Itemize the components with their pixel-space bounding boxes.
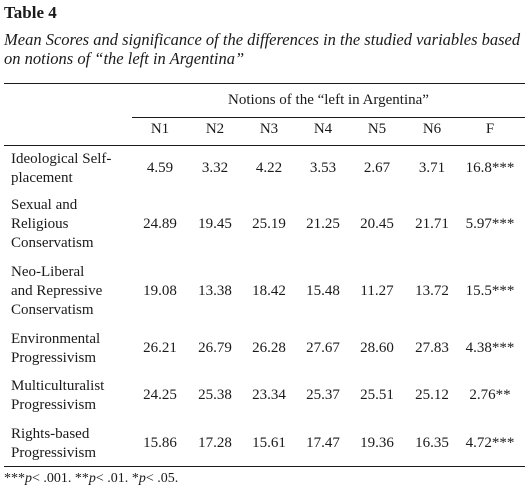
column-header: N5 (367, 121, 387, 137)
row-label: Rights-based Progressivism (11, 425, 96, 463)
table-cell: 15.61 (252, 435, 286, 451)
table-cell: 21.25 (306, 215, 340, 232)
table-cell: 16.8*** (465, 160, 515, 176)
header-rule (4, 145, 525, 146)
table-cell: 13.72 (415, 282, 449, 299)
row-label-line: Ideological Self- (11, 151, 112, 167)
row-label: Multiculturalist Progressivism (11, 377, 104, 415)
table-cell: 23.34 (252, 387, 286, 403)
table-cell: 3.53 (309, 160, 337, 176)
row-label-line: Progressivism (11, 350, 97, 366)
table-cell: 4.22 (255, 160, 283, 176)
table-cell: 4.59 (146, 160, 174, 176)
table-cell: 19.45 (198, 215, 232, 232)
table-cell: 16.35 (415, 435, 449, 451)
note-p01-text: < .01. (95, 471, 132, 486)
table-cell: 26.79 (198, 340, 232, 356)
table-cell: 28.60 (360, 340, 394, 356)
table-cell: 15.86 (143, 435, 177, 451)
column-header: N3 (259, 121, 279, 137)
bottom-rule (4, 466, 525, 467)
row-label-line: Progressivism (11, 445, 97, 461)
table-cell: 24.25 (143, 387, 177, 403)
column-header: N2 (205, 121, 225, 137)
table-cell: 13.38 (198, 282, 232, 299)
table-cell: 24.89 (143, 215, 177, 232)
table-cell: 18.42 (252, 282, 286, 299)
row-label-line: Conservatism (11, 235, 94, 251)
table-cell: 11.27 (360, 282, 394, 299)
table-cell: 25.51 (360, 387, 394, 403)
row-label: Sexual and Religious Conservatism (11, 196, 94, 253)
note-p01-prefix: ** (74, 471, 89, 486)
row-label-line: Religious (11, 216, 69, 232)
row-label-line: Progressivism (11, 397, 97, 413)
row-label: Environmental Progressivism (11, 330, 100, 368)
table-cell: 4.38*** (465, 340, 515, 356)
table-cell: 21.71 (415, 215, 449, 232)
table-cell: 25.19 (252, 215, 286, 232)
table-cell: 15.5*** (465, 282, 515, 299)
row-label: Ideological Self-placement (11, 150, 111, 188)
table-cell: 25.38 (198, 387, 232, 403)
note-p05-prefix: * (131, 471, 139, 486)
column-spanner-heading: Notions of the “left in Argentina” (228, 92, 429, 108)
row-label-line: Neo-Liberal (11, 264, 85, 280)
table-cell: 19.36 (360, 435, 394, 451)
table-cell: 17.28 (198, 435, 232, 451)
top-rule (4, 83, 525, 84)
table-cell: 5.97*** (465, 215, 515, 232)
table-cell: 17.47 (306, 435, 340, 451)
table-cell: 26.21 (143, 340, 177, 356)
row-label-line: Conservatism (11, 302, 94, 318)
note-p05-text: < .05. (145, 471, 179, 486)
table-cell: 27.83 (415, 340, 449, 356)
row-label-line: and Repressive (11, 283, 103, 299)
row-label-line: placement (11, 170, 73, 186)
table-cell: 19.08 (143, 282, 177, 299)
table-cell: 3.71 (418, 160, 446, 176)
table-cell: 20.45 (360, 215, 394, 232)
note-p001-prefix: *** (4, 471, 25, 486)
table-cell: 15.48 (306, 282, 340, 299)
table-note: ***p< .001. **p< .01. *p< .05. (4, 471, 178, 487)
column-header: F (485, 121, 495, 137)
row-label-line: Sexual and (11, 197, 78, 213)
table-cell: 25.37 (306, 387, 340, 403)
table-cell: 2.67 (363, 160, 391, 176)
table-cell: 26.28 (252, 340, 286, 356)
table-caption: Mean Scores and significance of the diff… (4, 30, 521, 68)
note-p001-text: < .001. (32, 471, 75, 486)
table-label: Table 4 (4, 3, 57, 22)
column-header: N1 (150, 121, 170, 137)
row-label: Neo-Liberal and Repressive Conservatism (11, 263, 102, 320)
table-cell: 25.12 (415, 387, 449, 403)
column-header: N4 (313, 121, 333, 137)
table-cell: 4.72*** (465, 435, 515, 451)
table-cell: 3.32 (201, 160, 229, 176)
table-cell: 27.67 (306, 340, 340, 356)
note-p05-p: p (138, 471, 146, 486)
spanner-rule (132, 117, 525, 118)
note-p01-p: p (88, 471, 96, 486)
column-header: N6 (422, 121, 442, 137)
row-label-line: Rights-based (11, 426, 90, 442)
table-cell: 2.76** (469, 387, 511, 403)
note-p001-p: p (25, 471, 32, 486)
row-label-line: Multiculturalist (11, 378, 105, 394)
row-label-line: Environmental (11, 331, 101, 347)
